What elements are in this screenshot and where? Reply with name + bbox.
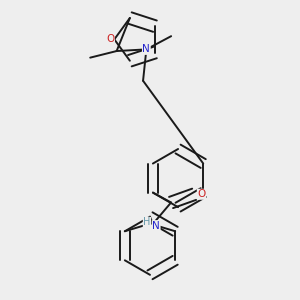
Text: H: H [143,217,151,227]
Text: N: N [142,44,150,54]
Text: N: N [152,220,160,231]
Text: O: O [197,189,206,199]
Text: O: O [106,34,115,44]
